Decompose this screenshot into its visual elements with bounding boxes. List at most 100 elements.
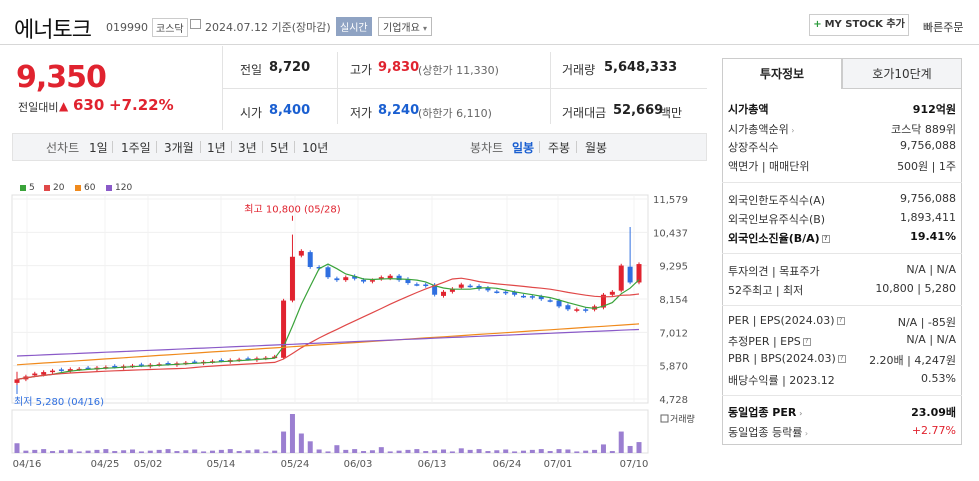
high-value: 9,830: [378, 60, 420, 75]
opinion-value: N/A | N/A: [906, 263, 956, 276]
sector-per-label[interactable]: 동일업종 PER ›: [728, 404, 802, 420]
period-5y[interactable]: 5년: [270, 141, 289, 155]
volume-bar: [316, 449, 322, 453]
realtime-button[interactable]: 실시간: [336, 17, 372, 36]
market-cap-rank-label[interactable]: 시가총액순위 ›: [728, 121, 794, 137]
plus-icon: +: [813, 19, 822, 30]
period-3y[interactable]: 3년: [238, 141, 257, 155]
sector-rate-value: +2.77%: [911, 424, 956, 437]
listed-shares-value: 9,756,088: [900, 139, 956, 152]
period-10y[interactable]: 10년: [302, 141, 329, 155]
info-icon[interactable]: ?: [821, 235, 830, 243]
volume-bar: [396, 450, 402, 453]
volume-bar: [423, 451, 429, 453]
candle-body: [334, 278, 340, 281]
candle-body: [449, 288, 455, 292]
volume-bar: [369, 450, 375, 453]
candle-body: [609, 291, 615, 295]
volume-bar: [503, 449, 509, 453]
period-1y[interactable]: 1년: [207, 141, 226, 155]
trade-amount-unit: 백만: [660, 106, 683, 120]
legend-swatch-ma5: [20, 185, 26, 191]
x-tick-label: 07/10: [620, 459, 649, 470]
period-1w[interactable]: 1주일: [121, 141, 151, 155]
tab-invest-info[interactable]: 투자정보: [722, 58, 842, 89]
prev-close-value: 8,720: [269, 60, 311, 75]
volume-bar: [272, 450, 278, 453]
est-per-value: N/A | N/A: [906, 333, 956, 346]
candle-body: [14, 379, 20, 383]
info-icon[interactable]: ?: [836, 317, 845, 325]
volume-bar: [307, 441, 313, 453]
volume-bar: [414, 449, 420, 453]
volume-bar: [130, 449, 136, 453]
trade-amount-value: 52,669: [613, 103, 664, 118]
volume-legend-box: [660, 414, 669, 423]
y-tick-label: 5,870: [659, 362, 688, 373]
volume-bar: [627, 445, 633, 453]
foreign-holding-label: 외국인보유주식수(B): [728, 213, 826, 226]
x-tick-label: 05/24: [281, 459, 310, 470]
chevron-right-icon: ›: [796, 409, 803, 418]
period-1d[interactable]: 1일: [89, 141, 108, 155]
high-label: 고가: [350, 63, 373, 77]
sector-rate-text: 동일업종 등락률: [728, 426, 803, 439]
sector-rate-label[interactable]: 동일업종 등락률 ›: [728, 424, 808, 440]
candle-body: [85, 367, 91, 370]
x-tick-label: 06/13: [418, 459, 447, 470]
chevron-right-icon: ›: [802, 429, 809, 438]
candle-body: [538, 296, 544, 300]
volume-bar: [583, 450, 589, 453]
candle-monthly[interactable]: 월봉: [585, 141, 608, 155]
period-3m[interactable]: 3개월: [164, 141, 194, 155]
candle-body: [316, 266, 322, 269]
volume-bar: [147, 450, 153, 453]
ma-line: [16, 263, 640, 380]
price-chart[interactable]: 11,579 10,437 9,295 8,154 7,012 5,870 4,728 04/…: [0, 0, 715, 481]
candle-body: [467, 285, 473, 288]
x-tick-label: 04/16: [13, 459, 42, 470]
volume-bar: [565, 449, 571, 453]
volume-bar: [352, 449, 358, 453]
foreign-limit-value: 9,756,088: [900, 192, 956, 205]
candle-daily[interactable]: 일봉: [512, 141, 535, 155]
volume-label: 거래량: [670, 413, 695, 425]
line-chart-label: 선차트: [46, 141, 80, 155]
candle-body: [512, 292, 518, 295]
tab-hoga-10[interactable]: 호가10단계: [842, 58, 962, 89]
x-tick-label: 06/24: [493, 459, 522, 470]
stock-name: 에너토크: [14, 18, 92, 43]
upper-limit-note: (상한가 11,330): [418, 64, 499, 77]
candle-weekly[interactable]: 주봉: [548, 141, 571, 155]
quick-order-link[interactable]: 빠른주문: [923, 21, 964, 34]
volume-bar: [361, 451, 367, 453]
volume-bar: [334, 445, 340, 453]
volume-bar: [281, 431, 287, 453]
up-triangle-icon: ▲: [59, 99, 69, 113]
volume-bar: [618, 431, 624, 453]
candle-body: [556, 300, 562, 307]
volume-bar: [41, 449, 47, 453]
volume-bar: [209, 450, 215, 453]
add-mystock-button[interactable]: + MY STOCK 추가: [809, 14, 909, 36]
ma-line: [16, 277, 640, 380]
legend-swatch-ma120: [106, 185, 112, 191]
x-tick-label: 05/14: [207, 459, 236, 470]
open-label: 시가: [240, 106, 263, 120]
candle-body: [325, 267, 331, 278]
volume-bar: [236, 451, 242, 453]
candle-body: [396, 275, 402, 281]
volume-bar: [378, 447, 384, 453]
candle-body: [627, 266, 633, 283]
candle-body: [529, 296, 535, 298]
candle-body: [281, 300, 287, 358]
candle-body: [112, 365, 118, 368]
low-value: 8,240: [378, 103, 420, 118]
info-icon[interactable]: ?: [802, 338, 811, 346]
lower-limit-note: (하한가 6,110): [418, 107, 492, 120]
volume-bar: [467, 449, 473, 453]
info-icon[interactable]: ?: [837, 355, 846, 363]
52w-label: 52주최고 | 최저: [728, 284, 804, 297]
company-overview-dropdown[interactable]: 기업개요 ▾: [378, 17, 433, 36]
pbr-bps-text: PBR | BPS(2024.03): [728, 352, 836, 365]
